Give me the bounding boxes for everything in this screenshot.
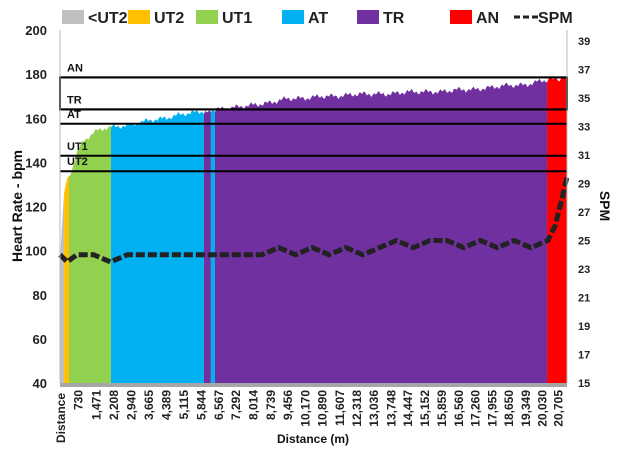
x-tick-label: 3,665	[142, 390, 156, 420]
x-tick-label: 11,607	[333, 390, 347, 426]
zone-areas	[60, 76, 567, 384]
x-tick-label: 9,456	[281, 390, 295, 420]
legend-label: TR	[383, 10, 405, 27]
zone-area-below-ut2	[60, 193, 65, 383]
x-tick-label: 10,170	[298, 390, 312, 427]
x-tick-label: 20,705	[552, 390, 566, 427]
legend: <UT2 UT2 UT1 AT TR AN SPM	[62, 10, 573, 27]
x-tick-label: 5,115	[177, 390, 191, 420]
y-tick-label: 180	[25, 67, 47, 82]
x-tick-label: 8,014	[247, 390, 261, 420]
x-tick-label: 2,208	[107, 390, 121, 420]
y2-tick-label: 29	[578, 179, 590, 191]
y2-tick-label: 23	[578, 264, 590, 276]
y-tick-label: 160	[25, 111, 47, 126]
legend-label: AT	[308, 10, 328, 27]
zone-label-ut1: UT1	[67, 141, 88, 153]
legend-swatch-below-ut2	[62, 10, 84, 24]
x-axis-line	[60, 383, 567, 387]
y2-tick-label: 17	[578, 350, 590, 362]
y2-tick-label: 31	[578, 150, 590, 162]
legend-swatch-at	[282, 10, 304, 24]
x-tick-label: 12,318	[350, 390, 364, 427]
legend-label: SPM	[538, 10, 573, 27]
x-tick-label: 4,389	[159, 390, 173, 420]
y-tick-label: 40	[33, 376, 47, 391]
x-tick-label: 15,152	[418, 390, 432, 427]
zone-area-tr	[203, 110, 211, 383]
y2-tick-label: 37	[578, 65, 590, 77]
x-tick-label: 13,748	[384, 390, 398, 427]
y-tick-label: 60	[33, 332, 47, 347]
x-tick-label: Distance	[54, 393, 68, 443]
x-tick-label: 13,036	[367, 390, 381, 427]
zone-area-an	[547, 76, 567, 383]
y-tick-label: 80	[33, 288, 47, 303]
axes: 40 60 80 100 120 140 160 180 200 15 17 19 21 23 25 27 29…	[25, 23, 590, 443]
x-tick-label: 17,260	[469, 390, 483, 427]
y-axis-label: Heart Rate - bpm	[9, 150, 25, 262]
x-tick-label: 20,030	[535, 390, 549, 427]
y2-tick-label: 21	[578, 293, 590, 305]
x-tick-label: 19,349	[519, 390, 533, 427]
zone-area-at	[110, 110, 204, 384]
legend-label: UT1	[222, 10, 252, 27]
zone-label-an: AN	[67, 62, 83, 74]
y-tick-label: 100	[25, 244, 47, 259]
legend-swatch-tr	[357, 10, 379, 24]
y2-axis-label: SPM	[597, 191, 613, 221]
x-tick-label: 15,859	[435, 390, 449, 427]
x-tick-label: 17,955	[485, 390, 499, 427]
x-tick-label: 8,739	[264, 390, 278, 420]
zone-area-ut1	[69, 125, 111, 384]
y-tick-label: 140	[25, 155, 47, 170]
zone-label-ut2: UT2	[67, 156, 88, 168]
x-tick-label: 7,292	[229, 390, 243, 420]
zone-label-tr: TR	[67, 94, 82, 106]
x-tick-label: 2,940	[125, 390, 139, 420]
x-tick-label: 730	[72, 390, 86, 410]
legend-label: <UT2	[88, 10, 128, 27]
x-axis-label: Distance (m)	[277, 432, 349, 446]
x-tick-label: 10,890	[316, 390, 330, 427]
x-tick-label: 5,844	[194, 390, 208, 420]
x-tick-label: 1,471	[89, 390, 103, 420]
zone-area-at	[210, 109, 215, 383]
y2-tick-label: 33	[578, 122, 590, 134]
legend-label: AN	[476, 10, 499, 27]
y2-tick-label: 19	[578, 321, 590, 333]
spm-series	[58, 175, 570, 266]
zone-area-ut2	[64, 175, 70, 383]
zone-label-at: AT	[67, 109, 81, 121]
y2-tick-label: 35	[578, 93, 590, 105]
y2-tick-label: 39	[578, 36, 590, 48]
x-tick-label: 6,567	[212, 390, 226, 420]
legend-swatch-an	[450, 10, 472, 24]
y2-tick-label: 27	[578, 207, 590, 219]
x-tick-label: 14,447	[401, 390, 415, 427]
y2-tick-label: 25	[578, 236, 590, 248]
legend-label: UT2	[154, 10, 184, 27]
y-tick-label: 200	[25, 23, 47, 38]
spm-line	[58, 175, 570, 266]
x-tick-label: 18,650	[502, 390, 516, 427]
legend-swatch-ut1	[196, 10, 218, 24]
y2-tick-label: 15	[578, 378, 590, 390]
x-tick-label: 16,560	[452, 390, 466, 427]
y-tick-label: 120	[25, 200, 47, 215]
legend-swatch-ut2	[128, 10, 150, 24]
